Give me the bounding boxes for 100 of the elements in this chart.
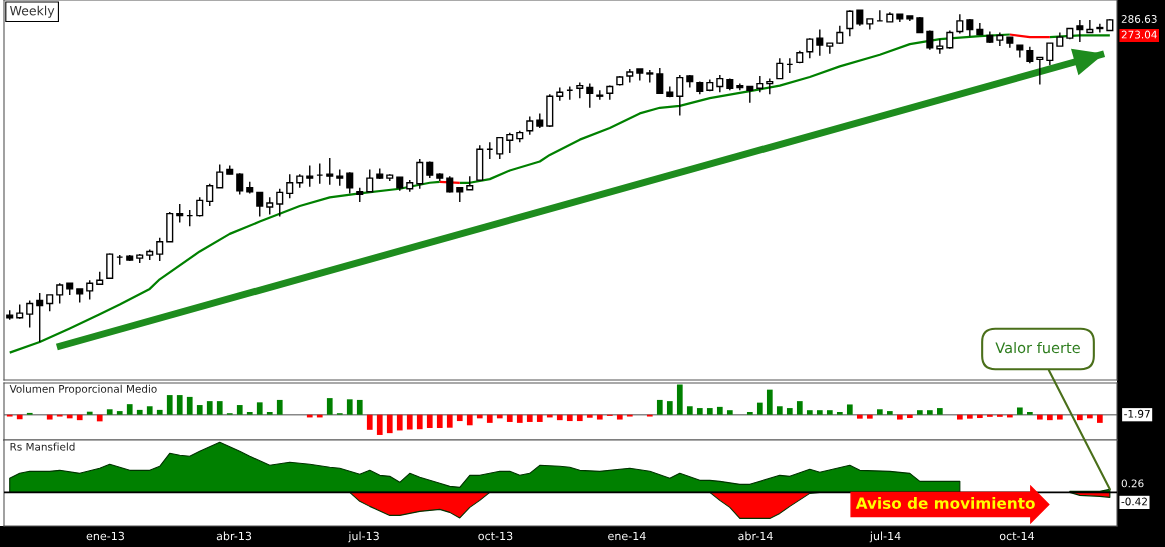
candlestick (826, 42, 834, 55)
candlestick (586, 82, 594, 109)
candlestick (206, 183, 214, 207)
bar (436, 414, 443, 429)
candlestick (276, 188, 284, 218)
bar (356, 399, 363, 415)
bar (986, 414, 993, 417)
candlestick (36, 292, 44, 343)
bar (826, 410, 833, 415)
bar (276, 399, 283, 415)
bar (456, 414, 463, 422)
candlestick (506, 131, 514, 154)
candlestick (816, 28, 824, 57)
candlestick (776, 57, 784, 80)
candlestick (346, 171, 354, 195)
bar (166, 395, 173, 415)
bar (966, 414, 973, 419)
bar (136, 409, 143, 415)
bar (836, 412, 843, 415)
bar (146, 406, 153, 415)
candlestick (326, 157, 334, 186)
bar (996, 414, 1003, 417)
bar (586, 414, 593, 418)
candlestick (216, 163, 224, 189)
x-tick-label: abr-13 (216, 531, 252, 541)
bar (656, 399, 663, 415)
bar (116, 411, 123, 415)
candlestick (1076, 19, 1084, 43)
annotation: 0.26 (1121, 479, 1144, 488)
candlestick (806, 37, 814, 60)
bar (816, 410, 823, 415)
bar (876, 409, 883, 415)
bar (366, 414, 373, 430)
bar (1046, 414, 1053, 421)
bar (696, 408, 703, 415)
bar (786, 408, 793, 415)
candlestick (366, 168, 374, 193)
candlestick (286, 173, 294, 200)
bar (916, 410, 923, 415)
bar (256, 402, 263, 415)
bar (596, 414, 603, 420)
candlestick (306, 164, 314, 188)
candlestick (156, 237, 164, 262)
chart-title: Weekly (9, 5, 55, 18)
annotation: 286.63 (1121, 15, 1157, 23)
candlestick (56, 282, 64, 305)
bar (506, 414, 513, 422)
candlestick (236, 172, 244, 196)
bar (426, 414, 433, 429)
candlestick (956, 13, 964, 35)
bar (766, 389, 773, 415)
bar (806, 410, 813, 415)
bar (1026, 412, 1033, 415)
x-tick-label: ene-14 (608, 531, 646, 541)
bar (216, 401, 223, 415)
bar (16, 414, 23, 420)
bar (686, 406, 693, 415)
bar (246, 412, 253, 415)
candlestick (846, 9, 854, 37)
candlestick (1096, 23, 1104, 34)
bar (1016, 407, 1023, 415)
bar (466, 414, 473, 426)
bar (516, 414, 523, 423)
bar (886, 411, 893, 415)
bar (376, 414, 383, 435)
bar (906, 414, 913, 419)
bar (716, 406, 723, 415)
bar (756, 402, 763, 415)
x-tick-label: abr-14 (738, 531, 773, 541)
candlestick (936, 38, 944, 55)
candlestick (1086, 19, 1094, 34)
bar (1036, 414, 1043, 420)
x-tick-label: ene-13 (86, 531, 124, 541)
bar (386, 414, 393, 434)
bar (926, 410, 933, 415)
bar (396, 414, 403, 431)
bar (866, 414, 873, 419)
bar (1076, 414, 1083, 421)
bar (936, 408, 943, 415)
candlestick (196, 196, 204, 218)
bar (526, 414, 533, 422)
bar (956, 414, 963, 420)
bar (976, 414, 983, 419)
candlestick (416, 158, 424, 190)
bar (1097, 414, 1103, 423)
bar (1056, 414, 1063, 420)
bar (446, 414, 453, 428)
bar (46, 414, 53, 420)
bar (156, 409, 163, 415)
bar (746, 412, 753, 415)
annotation: Valor fuerte (995, 341, 1080, 354)
candlestick (1036, 56, 1044, 86)
candlestick (766, 77, 774, 95)
bar (856, 414, 863, 419)
bar (416, 414, 423, 430)
bar (556, 414, 563, 421)
bar (346, 399, 353, 415)
bar (126, 404, 133, 415)
candlestick (946, 29, 954, 50)
bar (236, 405, 243, 415)
